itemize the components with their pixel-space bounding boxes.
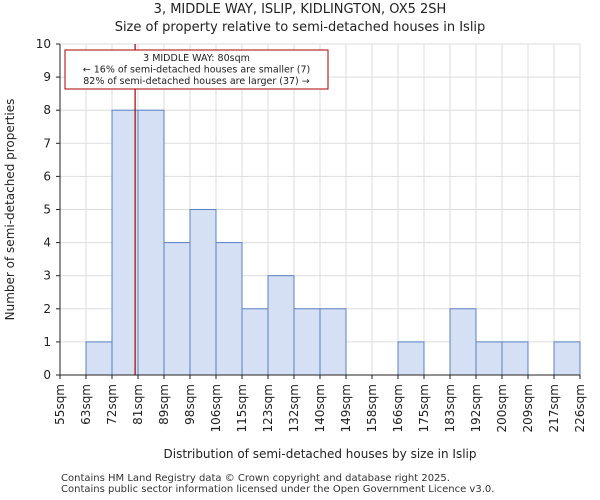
chart-subtitle: Size of property relative to semi-detach… xyxy=(114,20,486,35)
x-tick-label-15: 183sqm xyxy=(443,384,457,432)
x-tick-label-19: 217sqm xyxy=(547,384,561,432)
bar-16 xyxy=(475,341,503,376)
x-tick-label-12: 158sqm xyxy=(365,384,379,432)
x-tick-label-11: 149sqm xyxy=(339,384,353,432)
bar-4 xyxy=(163,242,191,376)
x-tick-label-16: 192sqm xyxy=(469,384,483,432)
bar-3 xyxy=(137,109,165,376)
x-tick-label-13: 166sqm xyxy=(391,384,405,432)
y-tick-label-8: 8 xyxy=(43,103,51,117)
y-tick-label-1: 1 xyxy=(43,335,51,349)
footer-line-1: Contains HM Land Registry data © Crown c… xyxy=(61,473,450,484)
bar-6 xyxy=(215,242,243,376)
y-tick-label-2: 2 xyxy=(43,302,51,316)
x-tick-label-2: 72sqm xyxy=(105,384,119,425)
y-tick-label-3: 3 xyxy=(43,269,51,283)
y-tick-label-9: 9 xyxy=(43,70,51,84)
x-tick-label-18: 209sqm xyxy=(521,384,535,432)
footer-line-2: Contains public sector information licen… xyxy=(61,484,495,495)
bar-17 xyxy=(501,341,529,376)
y-tick-label-10: 10 xyxy=(36,37,51,51)
histogram-chart: 0 1 2 3 4 5 6 7 8 9 10 55sqm 63sqm 72sqm 81sqm 89sqm 98s… xyxy=(3,37,587,461)
annotation-line-2: 82% of semi-detached houses are larger (… xyxy=(83,76,310,87)
y-axis-label: Number of semi-detached properties xyxy=(3,99,17,321)
annotation-line-1: ← 16% of semi-detached houses are smalle… xyxy=(83,65,311,76)
bar-13 xyxy=(397,341,425,376)
x-tick-label-20: 226sqm xyxy=(573,384,587,432)
x-tick-label-1: 63sqm xyxy=(79,384,93,425)
bar-8 xyxy=(267,275,295,376)
x-tick-label-5: 98sqm xyxy=(183,384,197,425)
bar-19 xyxy=(553,341,581,376)
bar-7 xyxy=(241,308,269,376)
annotation-line-0: 3 MIDDLE WAY: 80sqm xyxy=(143,53,250,64)
x-tick-label-3: 81sqm xyxy=(131,384,145,425)
y-tick-label-6: 6 xyxy=(43,169,51,183)
x-tick-label-7: 115sqm xyxy=(235,384,249,432)
y-tick-label-4: 4 xyxy=(43,236,51,250)
bar-2 xyxy=(111,109,139,376)
x-tick-label-0: 55sqm xyxy=(53,384,67,425)
y-tick-label-0: 0 xyxy=(43,368,51,382)
bar-15 xyxy=(449,308,477,376)
bar-5 xyxy=(189,209,217,376)
x-tick-label-9: 132sqm xyxy=(287,384,301,432)
chart-title: 3, MIDDLE WAY, ISLIP, KIDLINGTON, OX5 2S… xyxy=(153,2,447,17)
x-tick-label-6: 106sqm xyxy=(209,384,223,432)
bar-9 xyxy=(293,308,321,376)
x-tick-label-10: 140sqm xyxy=(313,384,327,432)
x-tick-label-17: 200sqm xyxy=(495,384,509,432)
y-tick-label-5: 5 xyxy=(43,203,51,217)
y-tick-label-7: 7 xyxy=(43,136,51,150)
annotation-box xyxy=(64,49,329,90)
x-axis-label: Distribution of semi-detached houses by … xyxy=(164,447,477,461)
bar-1 xyxy=(85,341,113,376)
x-tick-label-8: 123sqm xyxy=(261,384,275,432)
bar-10 xyxy=(319,308,347,376)
x-tick-label-4: 89sqm xyxy=(157,384,171,425)
x-tick-label-14: 175sqm xyxy=(417,384,431,432)
